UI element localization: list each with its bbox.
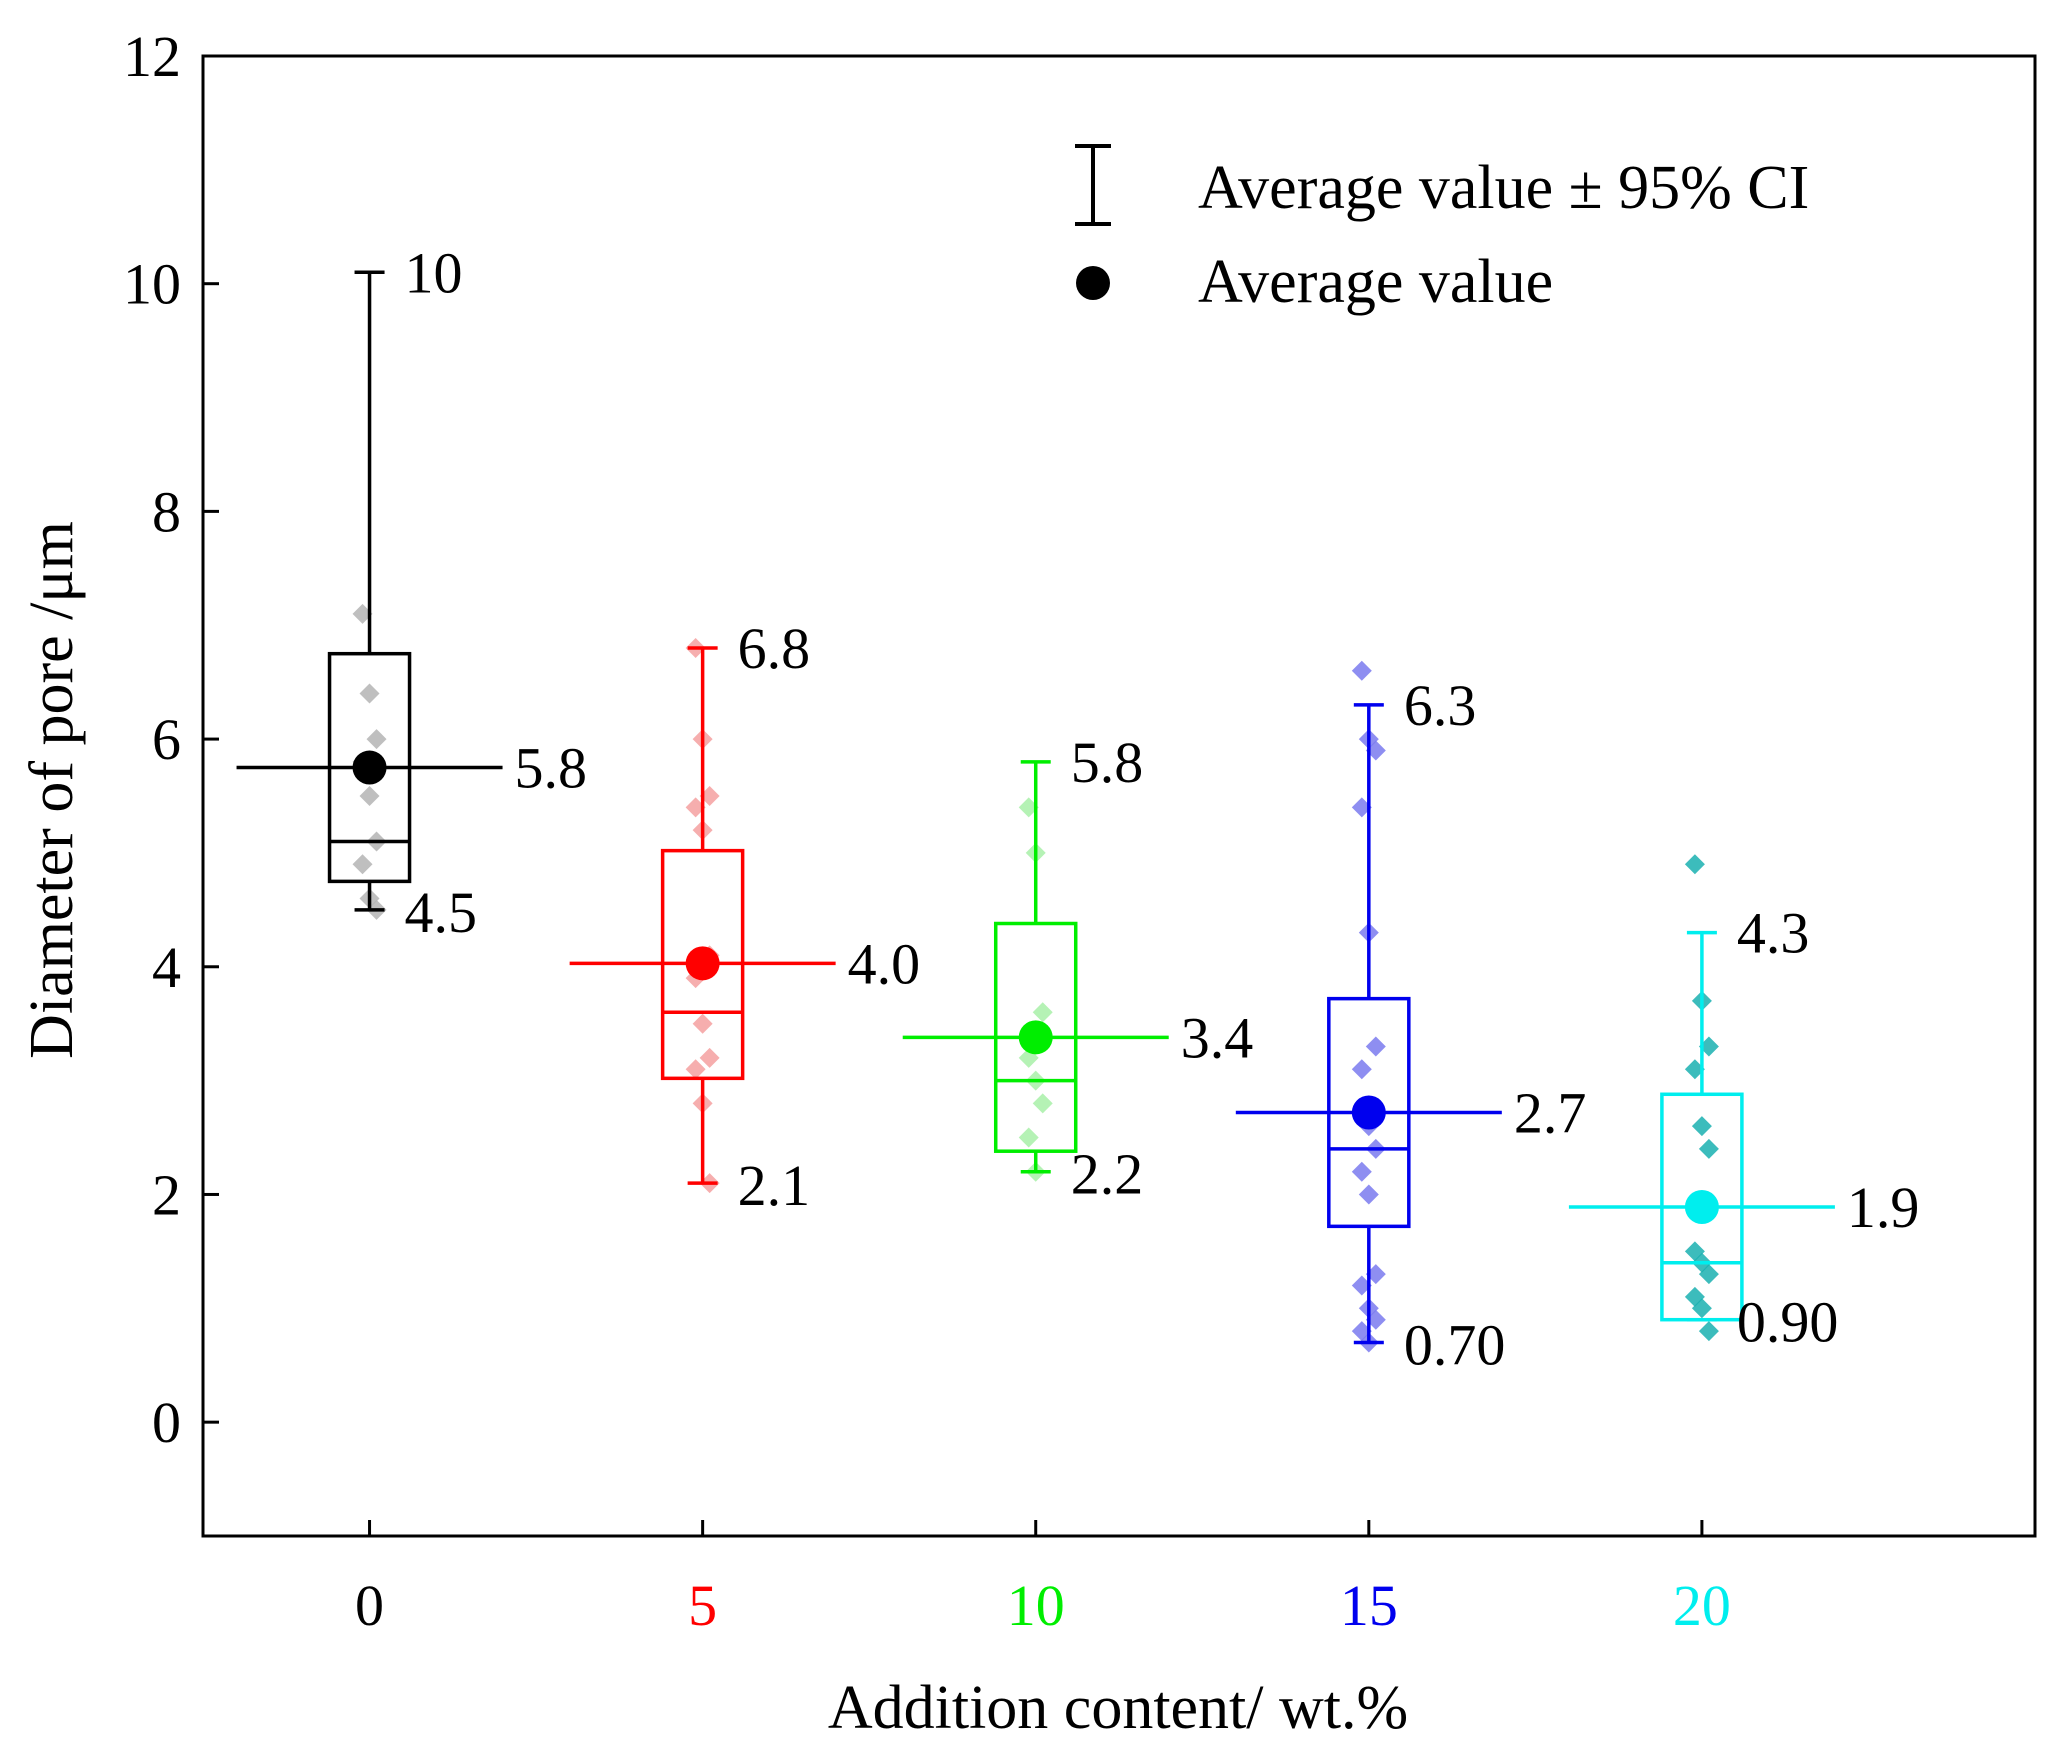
- y-tick-label: 6: [152, 707, 181, 772]
- mean-dot: [1018, 1020, 1053, 1055]
- box-group: 4.3 1.90.90: [1568, 854, 1920, 1355]
- label-high: 10: [405, 240, 463, 305]
- data-point: [1351, 1275, 1372, 1296]
- y-axis-title: Diameter of pore /μm: [18, 521, 86, 1059]
- data-point: [692, 1013, 713, 1034]
- data-point: [352, 603, 373, 624]
- y-axis: 0 2 4 6 8 10 12: [123, 24, 219, 1455]
- label-mean: 4.0: [848, 931, 921, 996]
- label-low: 2.1: [738, 1153, 811, 1218]
- y-tick-label: 8: [152, 479, 181, 544]
- data-point: [1351, 660, 1372, 681]
- data-point: [1018, 1127, 1039, 1148]
- data-point: [1698, 1036, 1719, 1057]
- data-point: [1698, 1321, 1719, 1342]
- data-point: [359, 786, 380, 806]
- label-low: 4.5: [405, 880, 478, 945]
- y-tick-label: 10: [123, 252, 181, 317]
- data-point: [1032, 1002, 1053, 1023]
- data-point: [1365, 1264, 1386, 1285]
- box-group: 5.8 3.4 2.2: [902, 730, 1254, 1207]
- x-tick-label: 5: [688, 1573, 717, 1638]
- label-low: 0.70: [1404, 1312, 1506, 1377]
- data-point: [352, 854, 373, 875]
- data-point: [1351, 797, 1372, 818]
- label-low: 2.2: [1071, 1142, 1144, 1207]
- label-high: 5.8: [1071, 730, 1144, 795]
- data-point: [685, 797, 706, 818]
- data-point: [1691, 1116, 1712, 1137]
- data-point: [1684, 1059, 1705, 1080]
- mean-dot: [352, 750, 387, 785]
- x-tick-label: 15: [1340, 1573, 1398, 1638]
- x-tick-label: 0: [355, 1573, 384, 1638]
- data-point: [366, 729, 387, 750]
- data-point: [1684, 854, 1705, 875]
- data-point: [1358, 1184, 1379, 1205]
- data-point: [1351, 1161, 1372, 1182]
- data-point: [685, 1059, 706, 1080]
- label-high: 6.8: [738, 616, 811, 681]
- data-point: [1698, 1264, 1719, 1285]
- legend-label-ci: Average value ± 95% CI: [1198, 154, 1809, 222]
- data-point: [1365, 740, 1386, 761]
- box-group: 6.8 4.0 2.1: [569, 616, 921, 1218]
- x-tick-label: 10: [1007, 1573, 1065, 1638]
- label-high: 6.3: [1404, 673, 1477, 738]
- box-groups: 10 5.8 4.5 6.8 4.0 2.1 5.8 3.4 2.2 6.3 2.7 0.70 4.3 1…: [236, 240, 1920, 1377]
- y-tick-label: 4: [152, 935, 181, 1000]
- data-point: [1351, 1059, 1372, 1080]
- data-point: [699, 786, 720, 806]
- data-point: [1032, 1093, 1053, 1114]
- label-mean: 5.8: [515, 736, 588, 801]
- y-tick-label: 0: [152, 1390, 181, 1455]
- data-point: [1018, 797, 1039, 818]
- data-point: [1698, 1138, 1719, 1159]
- label-high: 4.3: [1737, 901, 1810, 966]
- label-mean: 3.4: [1181, 1005, 1254, 1070]
- data-point: [699, 1047, 720, 1068]
- legend-label-average: Average value: [1198, 248, 1553, 316]
- label-mean: 1.9: [1847, 1175, 1920, 1240]
- data-point: [1365, 1309, 1386, 1330]
- box-group: 6.3 2.7 0.70: [1235, 660, 1587, 1377]
- data-point: [1365, 1036, 1386, 1057]
- data-point: [359, 683, 380, 704]
- y-tick-label: 2: [152, 1162, 181, 1227]
- data-point: [1691, 1298, 1712, 1319]
- x-axis-title: Addition content/ wt.%: [828, 1674, 1408, 1742]
- legend-dot-icon: [1076, 266, 1110, 300]
- legend: Average value ± 95% CI Average value: [1075, 144, 1809, 316]
- label-low: 0.90: [1737, 1290, 1839, 1355]
- label-mean: 2.7: [1514, 1080, 1587, 1145]
- mean-dot: [1684, 1189, 1719, 1224]
- mean-dot: [1351, 1095, 1386, 1130]
- mean-dot: [685, 946, 720, 981]
- y-tick-label: 12: [123, 24, 181, 89]
- plot-frame: [201, 54, 2037, 1538]
- x-axis: 0 5 10 15 20: [355, 1520, 1731, 1638]
- box-group: 10 5.8 4.5: [236, 240, 588, 945]
- x-tick-label: 20: [1673, 1573, 1731, 1638]
- legend-error-bar-icon: [1075, 144, 1111, 226]
